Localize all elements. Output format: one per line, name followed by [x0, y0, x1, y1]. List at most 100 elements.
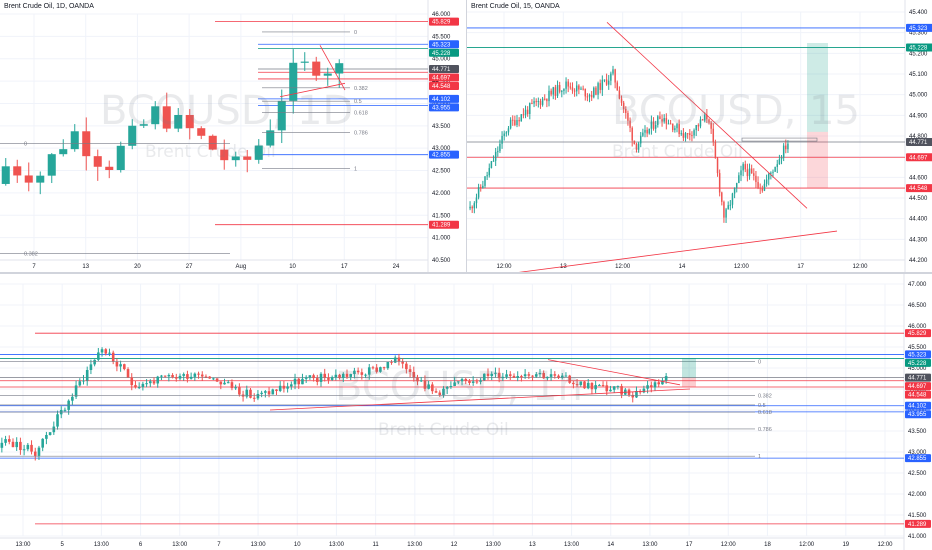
- candle-body: [174, 114, 183, 129]
- candle-body: [689, 133, 691, 136]
- candle-body: [657, 382, 661, 385]
- y-tick-label: 42.500: [432, 169, 451, 175]
- candle-body: [635, 143, 638, 150]
- candle-body: [578, 85, 580, 90]
- x-tick-label: 18: [764, 542, 771, 548]
- candle-body: [382, 367, 386, 369]
- daily-chart-pane[interactable]: Brent Crude Oil, 1D, OANDA BCOUSD, 1D Br…: [0, 0, 466, 272]
- candle-body: [593, 87, 595, 98]
- candle-body: [518, 119, 520, 122]
- candle-body: [220, 149, 229, 161]
- y-tick-label: 43.000: [432, 146, 451, 152]
- candle-body: [93, 359, 96, 365]
- candle-body: [431, 384, 434, 392]
- candle-body: [740, 170, 742, 176]
- candle-body: [149, 381, 152, 384]
- candle-body: [527, 374, 531, 376]
- trendline: [319, 45, 346, 91]
- x-tick-label: 13:00: [15, 542, 31, 548]
- candle-body: [215, 378, 219, 382]
- m15-chart-svg[interactable]: 45.400 45.300 45.200 45.100 45.000 44.900 44.8…: [467, 0, 932, 272]
- price-badge: [429, 48, 459, 57]
- candle-body: [601, 385, 605, 387]
- stop-zone: [682, 377, 696, 387]
- candle-body: [490, 161, 493, 169]
- candle-body: [297, 378, 301, 385]
- candle-body: [473, 203, 476, 209]
- candle-body: [757, 182, 759, 188]
- candle-body: [139, 124, 148, 126]
- h1-chart-svg[interactable]: 47.00046.50046.00045.50045.00044.50044.0…: [0, 274, 932, 550]
- candle-body: [271, 389, 275, 395]
- candle-body: [427, 384, 430, 389]
- candle-body: [100, 349, 104, 353]
- candle-body: [714, 142, 717, 159]
- daily-chart-svg[interactable]: 46.00045.50045.00044.50044.00043.50043.0…: [0, 0, 466, 272]
- horizontal-divider[interactable]: [0, 272, 932, 274]
- candle-body: [631, 127, 633, 141]
- candle-body: [260, 392, 263, 394]
- candle-body: [230, 382, 234, 389]
- candle-body: [635, 390, 638, 398]
- candle-body: [529, 103, 531, 114]
- price-badge: [905, 401, 931, 410]
- candle-body: [468, 380, 471, 383]
- x-tick-label: 12:00: [496, 264, 512, 270]
- candle-body: [22, 449, 26, 451]
- x-tick-label: 24: [393, 264, 400, 270]
- x-tick-label: 17: [686, 542, 693, 548]
- candle-body: [735, 183, 738, 188]
- candle-body: [423, 380, 427, 389]
- candle-body: [267, 391, 271, 395]
- y-tick-label: 41.500: [908, 513, 927, 519]
- candle-body: [479, 380, 482, 382]
- candle-body: [499, 143, 501, 152]
- candle-body: [531, 375, 534, 377]
- x-tick-label: 11: [373, 542, 380, 548]
- y-tick-label: 44.800: [909, 134, 928, 140]
- y-tick-label: 45.400: [909, 10, 928, 16]
- candle-body: [356, 370, 360, 373]
- candle-body: [620, 386, 623, 395]
- y-tick-label: 45.500: [908, 345, 927, 351]
- candle-body: [405, 363, 408, 370]
- candle-body: [212, 378, 215, 380]
- candle-body: [631, 394, 635, 398]
- y-tick-label: 45.500: [432, 34, 451, 40]
- x-tick-label: 13:00: [564, 542, 580, 548]
- candle-body: [663, 118, 665, 122]
- candle-body: [189, 376, 193, 379]
- watermark-symbol: BCOUSD, 1D: [100, 88, 354, 134]
- fib-label: 0.5: [354, 99, 362, 105]
- candle-body: [494, 151, 497, 161]
- candle-body: [416, 377, 419, 382]
- candle-body: [286, 386, 289, 389]
- candle-body: [116, 145, 125, 171]
- candle-body: [434, 391, 438, 393]
- candle-body: [605, 79, 608, 85]
- candle-body: [539, 101, 542, 105]
- candle-body: [67, 400, 70, 410]
- price-badge: [905, 373, 931, 382]
- candle-body: [219, 381, 223, 385]
- candle-body: [234, 387, 237, 389]
- h1-chart-pane[interactable]: BCOUSD, 1h Brent Crude Oil 47.000 46.500 4…: [0, 274, 932, 550]
- candle-body: [586, 382, 590, 389]
- watermark-symbol: BCOUSD, 15: [612, 88, 860, 134]
- price-badge: [429, 81, 459, 90]
- candle-body: [680, 133, 683, 135]
- candle-body: [371, 367, 375, 369]
- x-tick-label: 20: [134, 264, 141, 270]
- watermark-symbol: BCOUSD, 1h: [335, 364, 583, 410]
- x-tick-label: 12:00: [852, 264, 868, 270]
- m15-chart-pane[interactable]: Brent Crude Oil, 15, OANDA BCOUSD, 15 Br…: [467, 0, 932, 272]
- candle-body: [252, 397, 256, 399]
- candle-body: [620, 98, 623, 103]
- candle-body: [501, 376, 505, 379]
- candle-body: [716, 158, 719, 174]
- x-tick-label: 27: [186, 264, 193, 270]
- price-badge-label: 44.697: [908, 384, 927, 390]
- vertical-divider[interactable]: [466, 0, 467, 272]
- x-tick-label: 17: [341, 264, 348, 270]
- candle-body: [19, 441, 22, 451]
